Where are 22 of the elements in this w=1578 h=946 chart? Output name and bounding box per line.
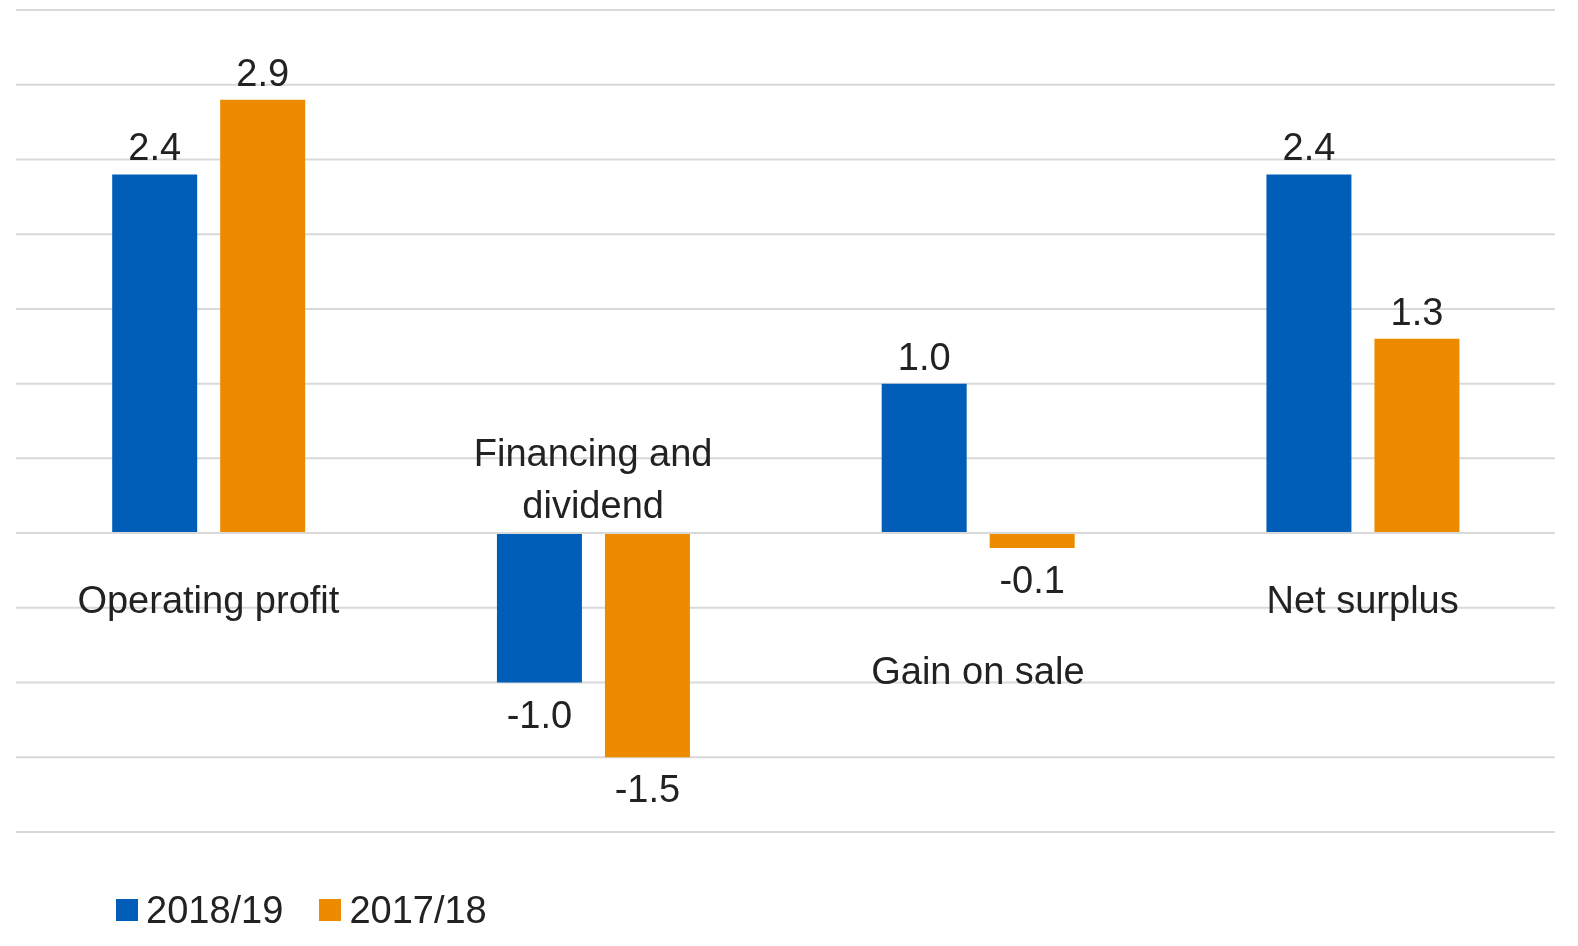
data-label: 2.4 [128,126,182,169]
x-tick-label: Net surplus [1266,578,1459,621]
legend-label: 2018/19 [146,889,284,931]
data-label: 1.0 [897,335,951,378]
bar [604,533,690,758]
bar [220,99,306,534]
bar [1266,174,1352,534]
x-tick-label: Gain on sale [871,649,1085,692]
bar [881,383,967,534]
bar [989,533,1075,549]
bar [496,533,582,683]
x-tick-label: Financing and dividend [473,431,713,526]
data-label: -1.0 [506,693,573,736]
bar [1374,338,1460,534]
data-label: -0.1 [999,559,1065,602]
data-label: -1.5 [614,768,681,811]
data-label: 2.9 [236,51,290,94]
bar [112,174,198,534]
legend-label: 2017/18 [349,889,487,931]
data-label: 2.4 [1282,126,1336,169]
x-tick-label: Operating profit [77,578,340,621]
data-label: 1.3 [1390,290,1444,333]
